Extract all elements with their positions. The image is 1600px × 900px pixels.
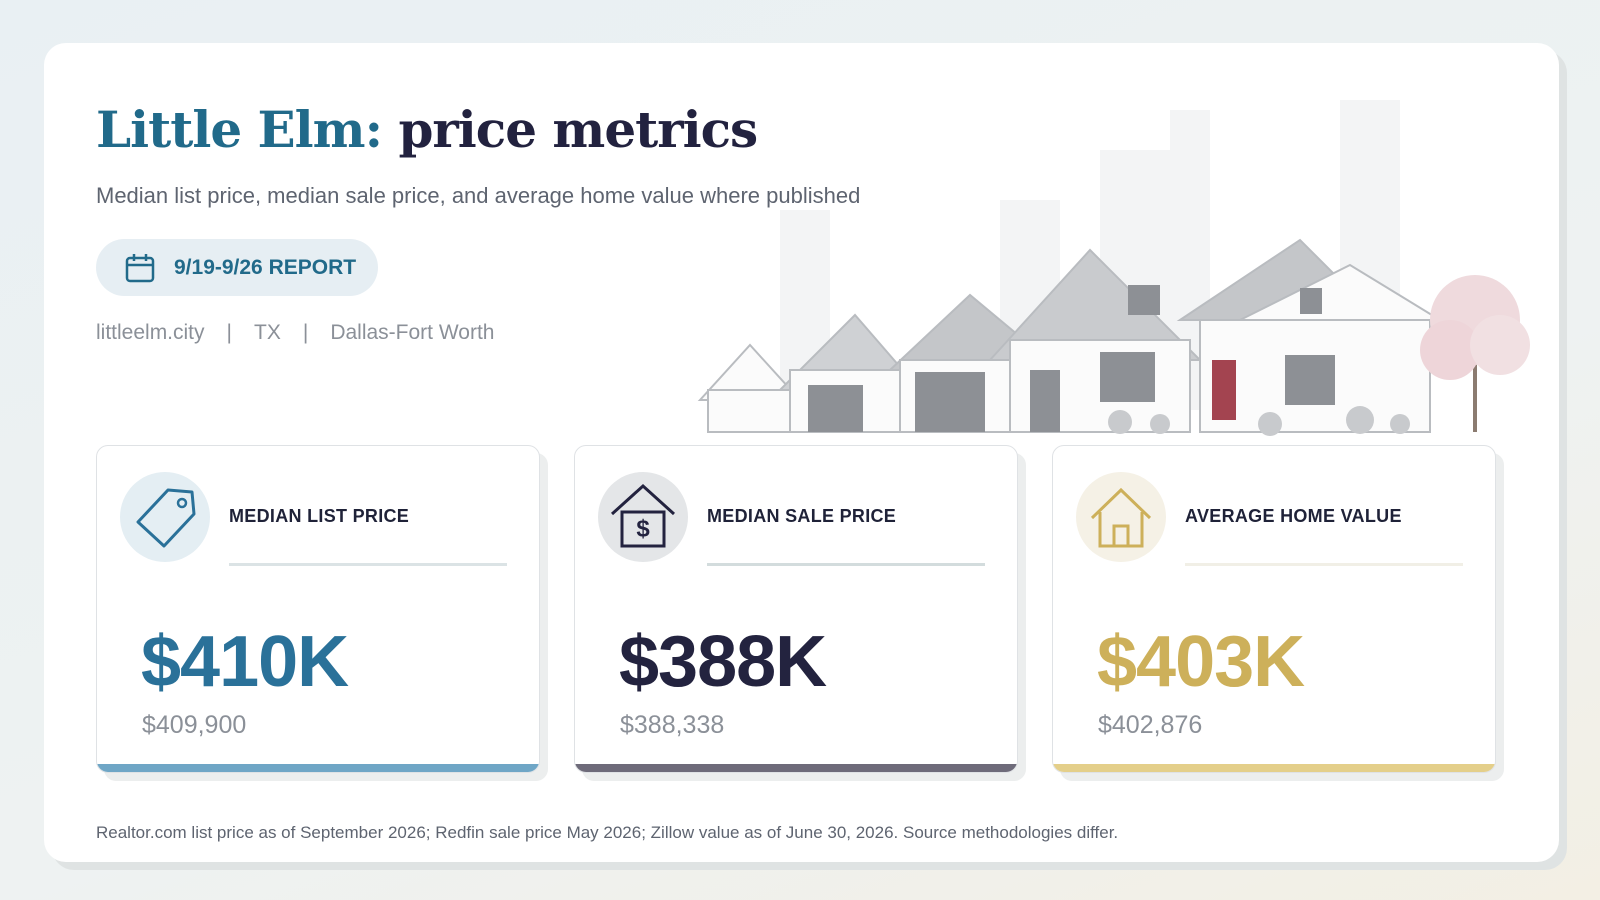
card-value: $403K [1097,622,1305,702]
separator: | [226,321,232,344]
card-exact: $388,338 [620,711,725,739]
card-label: MEDIAN SALE PRICE [707,506,897,526]
icon-circle: $ [598,472,688,562]
card-exact: $402,876 [1098,711,1203,739]
divider [707,563,985,566]
title: Little Elm: price metrics [96,100,758,159]
meta-item: TX [254,321,281,344]
footnote: Realtor.com list price as of September 2… [96,823,1119,842]
calendar-icon [125,254,155,283]
metric-card: AVERAGE HOME VALUE $403K $402,876 [1052,445,1496,773]
divider [1185,563,1463,566]
separator: | [302,321,309,344]
subtitle: Median list price, median sale price, an… [96,183,861,208]
card-value: $388K [619,622,827,702]
tag-icon [136,488,196,548]
badge-text: 9/19-9/26 REPORT [174,256,357,279]
title-place: Little Elm: [96,100,383,159]
icon-circle [120,472,210,562]
metric-card: MEDIAN LIST PRICE $410K $409,900 [96,445,540,773]
houses-illustration [697,100,1530,436]
meta: littleelm.city | TX | Dallas-Fort Worth [96,321,494,345]
meta-item: Dallas-Fort Worth [330,321,495,344]
accent-bar [1053,764,1495,772]
house-dollar-icon: $ [610,483,676,548]
title-rest: price metrics [398,100,758,159]
icon-circle [1076,472,1166,562]
report-badge: 9/19-9/26 REPORT [96,239,378,296]
metric-card: $ MEDIAN SALE PRICE $388K $388,338 [574,445,1018,773]
card-label: MEDIAN LIST PRICE [229,506,410,526]
house-icon [1090,487,1152,548]
card-value: $410K [141,622,349,702]
svg-text:$: $ [636,515,650,542]
card-exact: $409,900 [142,711,247,739]
meta-item: littleelm.city [96,321,205,344]
accent-bar [97,764,539,772]
accent-bar [575,764,1017,772]
card-label: AVERAGE HOME VALUE [1185,506,1402,526]
divider [229,563,507,566]
